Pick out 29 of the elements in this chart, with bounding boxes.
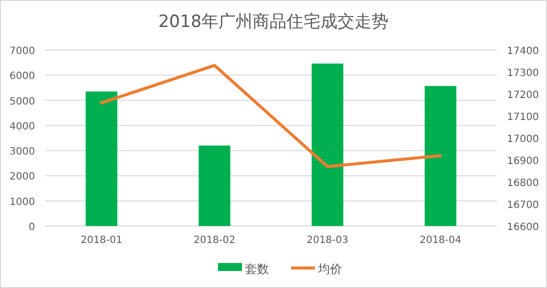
bar [424,86,456,226]
y2-tick-label: 16800 [507,178,539,189]
y2-tick-label: 17000 [507,134,539,145]
y-tick-label: 3000 [10,146,35,158]
bar [312,64,344,226]
y2-tick-label: 17100 [507,112,539,123]
y-tick-label: 0 [28,222,35,233]
y-tick-label: 4000 [10,121,35,132]
y2-tick-label: 16900 [507,156,539,167]
y2-tick-label: 17200 [507,90,539,101]
x-tick-label: 2018-03 [306,235,348,246]
bar [86,91,118,226]
y-tick-label: 7000 [10,46,35,57]
line-series [100,64,442,168]
y-tick-label: 1000 [10,196,35,208]
legend-label: 套数 [245,262,269,276]
y-tick-label: 2000 [10,172,35,183]
y-tick-label: 5000 [10,96,35,108]
legend-label: 均价 [317,262,342,276]
y2-tick-label: 17400 [507,46,539,57]
y2-tick-label: 16700 [507,200,539,211]
chart-title: 2018年广州商品住宅成交走势 [158,12,389,32]
x-tick-label: 2018-04 [420,235,462,246]
y2-tick-label: 17300 [507,68,539,79]
x-tick-label: 2018-01 [80,235,122,246]
y2-tick-label: 16600 [507,222,539,233]
x-tick-label: 2018-02 [194,235,236,246]
y-tick-label: 6000 [10,71,35,82]
bar [198,146,230,226]
